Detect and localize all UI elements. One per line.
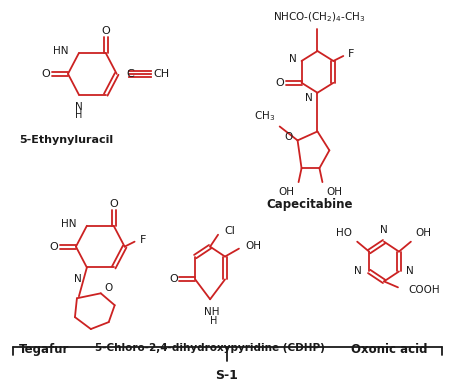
Text: Oxonic acid: Oxonic acid <box>350 343 426 356</box>
Text: S-1: S-1 <box>215 369 238 382</box>
Text: COOH: COOH <box>407 285 439 295</box>
Text: H: H <box>75 110 82 120</box>
Text: O: O <box>169 274 177 285</box>
Text: HN: HN <box>53 46 69 56</box>
Text: OH: OH <box>415 228 431 238</box>
Text: N: N <box>75 102 83 112</box>
Text: C: C <box>126 69 134 79</box>
Text: OH: OH <box>244 241 260 250</box>
Text: O: O <box>275 78 283 88</box>
Text: O: O <box>101 26 110 36</box>
Text: HO: HO <box>335 228 351 238</box>
Text: CH: CH <box>153 69 169 79</box>
Text: NH: NH <box>204 307 219 317</box>
Text: O: O <box>50 241 58 252</box>
Text: O: O <box>109 199 118 209</box>
Text: O: O <box>42 69 51 79</box>
Text: N: N <box>354 267 361 276</box>
Text: 5-Ethynyluracil: 5-Ethynyluracil <box>19 135 113 145</box>
Text: O: O <box>105 283 113 293</box>
Text: H: H <box>210 316 217 326</box>
Text: N: N <box>405 267 413 276</box>
Text: Capecitabine: Capecitabine <box>266 198 352 211</box>
Text: N: N <box>379 225 387 235</box>
Text: OH: OH <box>278 187 294 197</box>
Text: Cl: Cl <box>223 226 234 236</box>
Text: CH$_3$: CH$_3$ <box>254 109 275 123</box>
Text: F: F <box>348 49 354 59</box>
Text: 5-Chloro-2,4-dihydroxypyridine (CDHP): 5-Chloro-2,4-dihydroxypyridine (CDHP) <box>95 343 324 353</box>
Text: Tegafur: Tegafur <box>19 343 70 356</box>
Text: O: O <box>284 132 292 142</box>
Text: OH: OH <box>326 187 342 197</box>
Text: F: F <box>139 235 146 245</box>
Text: NHCO-(CH$_2$)$_4$-CH$_3$: NHCO-(CH$_2$)$_4$-CH$_3$ <box>273 11 365 24</box>
Text: N: N <box>304 93 312 103</box>
Text: N: N <box>288 54 296 64</box>
Text: HN: HN <box>61 219 77 229</box>
Text: N: N <box>74 274 82 285</box>
